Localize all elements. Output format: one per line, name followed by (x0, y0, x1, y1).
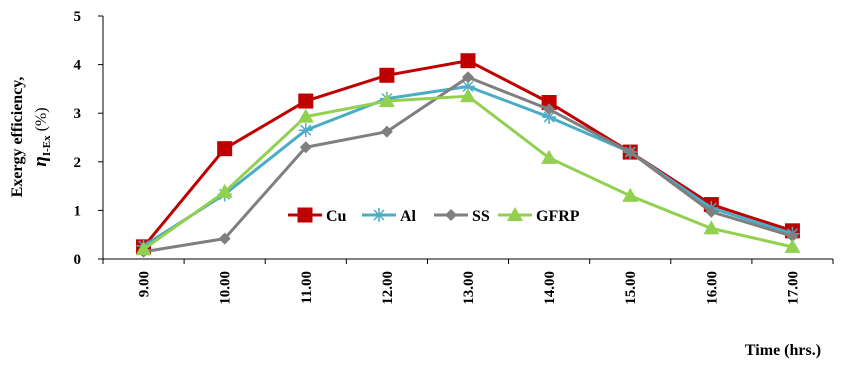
data-point-gfrp (297, 108, 314, 123)
data-point-cu (217, 141, 233, 157)
x-tick-label: 9.00 (137, 271, 153, 297)
y-tick-label: 0 (74, 252, 82, 268)
legend-item-ss: SS (434, 208, 490, 225)
data-point-ss (705, 205, 718, 218)
x-tick-label: 12.00 (380, 271, 396, 305)
x-tick-label: 17.00 (785, 271, 801, 305)
legend-swatch-marker (372, 208, 386, 222)
data-point-gfrp (784, 238, 801, 253)
data-point-gfrp (460, 88, 476, 103)
legend-item-gfrp: GFRP (498, 207, 580, 225)
y-tick-label: 1 (74, 203, 82, 219)
legend-item-al: Al (362, 208, 417, 225)
y-tick-label: 4 (74, 58, 82, 74)
series-layer (135, 53, 801, 258)
x-tick-label: 11.00 (299, 271, 315, 304)
data-point-gfrp (541, 149, 558, 164)
legend: Cu Al SS GFRP (288, 207, 580, 225)
y-tick-labels: 0 1 2 3 4 5 (74, 9, 82, 268)
data-point-ss (786, 230, 799, 243)
legend-label: Al (400, 208, 417, 225)
data-point-ss (218, 232, 231, 245)
series-line-gfrp (142, 94, 793, 251)
legend-swatch-marker (297, 207, 313, 223)
x-axis-title: Time (hrs.) (745, 342, 821, 359)
data-point-gfrp (703, 220, 720, 235)
data-point-gfrp (135, 241, 152, 256)
legend-label: GFRP (536, 208, 580, 225)
data-point-cu (460, 53, 476, 69)
svg-text:ηI-Ex (%): ηI-Ex (%) (30, 107, 53, 166)
data-point-gfrp (378, 93, 395, 108)
legend-item-cu: Cu (288, 207, 347, 225)
data-point-ss (380, 125, 393, 138)
data-point-ss (624, 146, 637, 159)
axes (98, 15, 834, 264)
x-tick-label: 10.00 (218, 271, 234, 305)
legend-label: SS (472, 208, 490, 225)
legend-swatch-marker (445, 209, 457, 221)
y-axis-title-symbol: η (30, 156, 51, 166)
y-axis-title: Exergy efficiency, ηI-Ex (%) (9, 77, 53, 198)
data-point-ss (543, 103, 556, 116)
data-point-al (298, 123, 313, 138)
y-axis-title-line1: Exergy efficiency, (9, 77, 26, 198)
x-tick-labels: 9.00 10.00 11.00 12.00 13.00 14.00 15.00 16.00 1… (137, 271, 802, 305)
data-point-cu (379, 67, 395, 83)
data-point-cu (298, 93, 314, 109)
data-point-gfrp (622, 187, 639, 202)
data-point-ss (462, 71, 474, 84)
y-tick-label: 5 (74, 9, 82, 25)
series-line-ss (143, 75, 793, 254)
legend-swatch-marker (507, 207, 523, 221)
x-tick-label: 14.00 (542, 271, 558, 305)
series-gfrp (135, 88, 801, 256)
x-tick-label: 15.00 (623, 271, 639, 305)
svg-text:Exergy efficiency,: Exergy efficiency, (9, 77, 26, 198)
y-axis-title-unit: (%) (33, 107, 50, 135)
y-tick-label: 3 (74, 106, 82, 122)
y-axis-title-subscript: I-Ex (41, 135, 53, 156)
data-point-gfrp (216, 183, 233, 198)
x-tick-label: 13.00 (461, 271, 477, 305)
x-tick-label: 16.00 (704, 271, 720, 305)
data-point-ss (299, 141, 312, 154)
y-tick-label: 2 (74, 155, 82, 171)
legend-label: Cu (326, 208, 347, 225)
